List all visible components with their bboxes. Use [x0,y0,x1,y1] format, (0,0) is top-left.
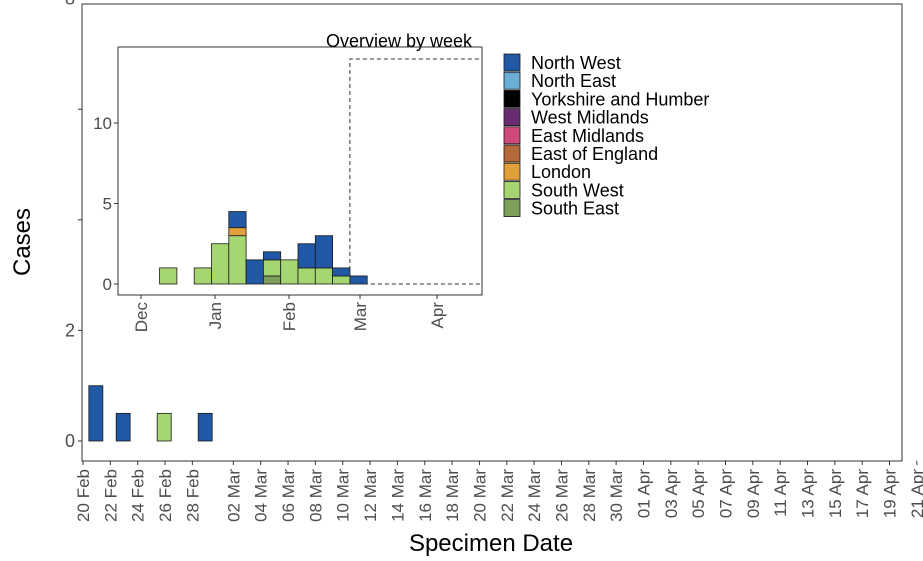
bar [115,412,131,442]
legend-label: North West [531,53,621,73]
inset-bar-segment [211,243,230,285]
x-tick-label: 28 Feb [183,469,202,522]
x-tick-label: 04 Mar [252,469,271,522]
x-tick-label: 26 Mar [552,469,571,522]
x-tick-label: 28 Mar [580,469,599,522]
x-tick-label: 09 Apr [744,469,763,518]
x-tick-label: 06 Mar [279,469,298,522]
x-tick-label: 21 Apr [908,469,923,518]
inset-bar-segment [314,235,333,269]
x-tick-label: 10 Mar [334,469,353,522]
inset-title: Overview by week [326,31,473,51]
inset-bar-segment [262,275,282,285]
inset-bar-segment [228,235,247,285]
inset-bar-segment [349,275,368,285]
x-tick-label: 02 Mar [224,469,243,522]
inset-bar-segment [314,267,333,285]
legend-label: East of England [531,144,658,164]
legend-label: West Midlands [531,108,649,128]
inset-bar-segment [228,211,247,229]
legend-swatch [503,126,521,145]
x-tick-label: 12 Mar [361,469,380,522]
x-tick-label: 11 Apr [771,469,790,517]
inset-bar-segment [332,267,351,277]
x-tick-label: 20 Feb [74,469,93,522]
x-tick-label: 24 Mar [525,469,544,522]
legend-swatch [503,199,521,218]
x-tick-label: 20 Mar [470,469,489,522]
legend-swatch [503,53,521,72]
x-tick-label: 05 Apr [689,469,708,518]
inset-x-tick-label: Feb [280,302,299,331]
inset-y-tick-label: 0 [103,275,112,294]
x-tick-label: 26 Feb [156,469,175,522]
legend-swatch [503,144,521,163]
x-tick-label: 01 Apr [634,469,653,518]
inset-bar-segment [193,267,212,285]
legend-label: South East [531,199,619,219]
legend-swatch [503,162,521,181]
y-axis-title: Cases [9,208,36,276]
inset-bar-segment [228,227,247,237]
inset-y-tick-label: 5 [103,195,112,214]
inset-x-tick-label: Mar [351,302,370,332]
x-tick-label: 08 Mar [306,469,325,522]
legend-swatch [503,71,521,90]
x-tick-label: 18 Mar [443,469,462,522]
inset-x-tick-label: Dec [132,302,151,333]
y-tick-label: 2 [65,320,75,340]
inset-x-tick-label: Jan [206,302,225,329]
y-tick-label: 8 [65,0,75,9]
inset-bar-segment [297,243,316,269]
x-tick-label: 22 Mar [498,469,517,522]
inset-bar-segment [262,251,282,261]
x-tick-label: 03 Apr [662,469,681,518]
legend-swatch [503,90,521,108]
x-tick-label: 14 Mar [388,469,407,522]
x-tick-label: 13 Apr [799,469,818,518]
inset-bar-segment [332,275,351,285]
y-tick-label: 0 [65,431,75,451]
inset-bar-segment [245,259,264,285]
bar [197,412,213,442]
inset-bar-segment [280,259,299,285]
x-tick-label: 24 Feb [129,469,148,522]
inset-bar-segment [159,267,178,285]
x-tick-label: 19 Apr [881,469,900,518]
x-tick-label: 30 Mar [607,469,626,522]
plot-panel-border [81,3,903,462]
legend-label: East Midlands [531,126,644,146]
legend-label: Yorkshire and Humber [531,89,709,109]
x-tick-label: 15 Apr [826,469,845,518]
inset-bar-segment [262,259,282,277]
x-tick-label: 07 Apr [716,469,735,518]
legend-label: North East [531,71,616,91]
x-tick-label: 16 Mar [416,469,435,522]
legend-swatch [503,180,521,199]
x-tick-label: 22 Feb [101,469,120,522]
x-axis-title: Specimen Date [409,530,573,557]
x-tick-label: 17 Apr [853,469,872,518]
legend-label: South West [531,180,624,200]
bar [156,412,172,442]
bar [88,385,104,442]
inset-x-tick-label: Apr [428,302,447,329]
legend-label: London [531,162,591,182]
inset-y-tick-label: 10 [93,114,112,133]
legend-swatch [503,108,521,126]
inset-bar-segment [297,267,316,285]
current-period-box [349,58,482,285]
